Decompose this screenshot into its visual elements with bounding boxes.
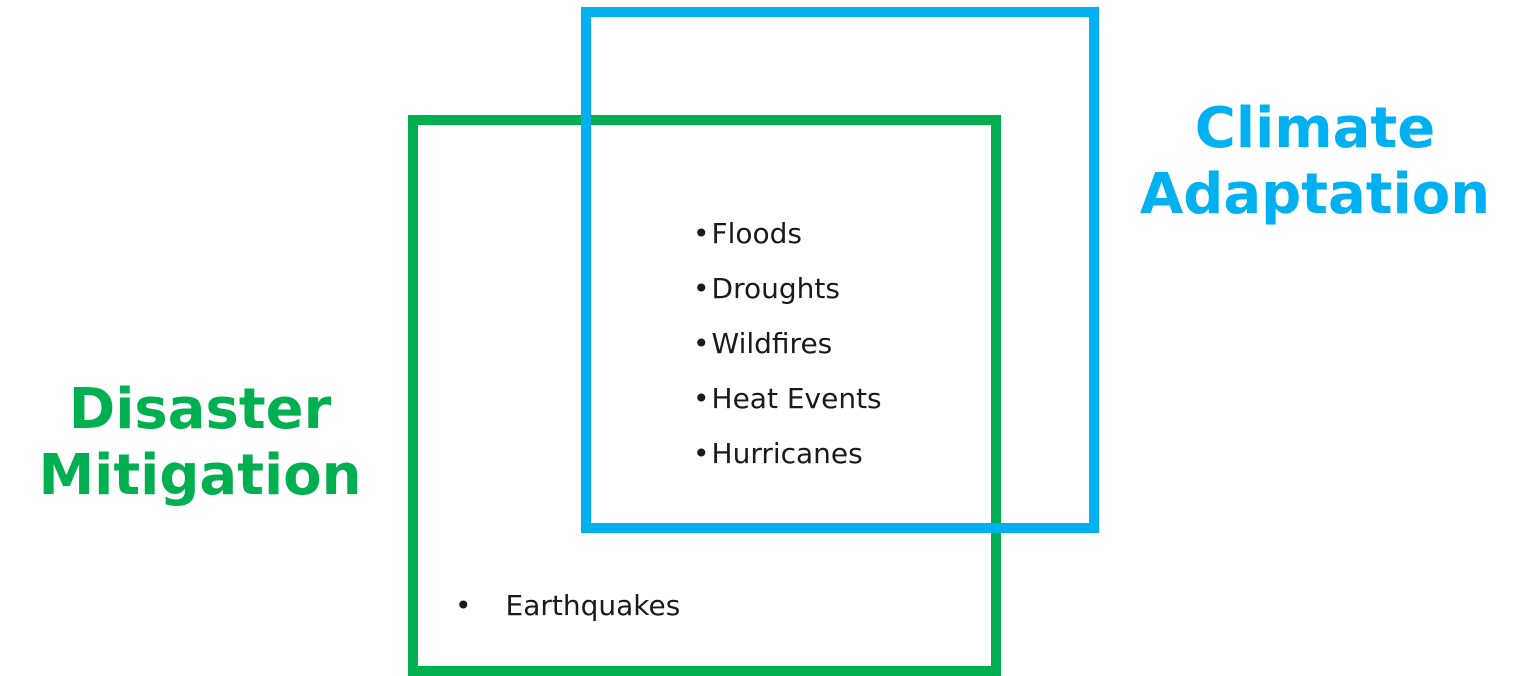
hazard-heat-events: Heat Events <box>711 382 882 415</box>
overlap-hazard-list: •Floods •Droughts •Wildfires •Heat Event… <box>693 206 882 481</box>
bullet: • <box>693 437 710 470</box>
hazard-earthquakes: Earthquakes <box>505 589 681 622</box>
list-item: •Heat Events <box>693 371 882 426</box>
climate-adaptation-label-line-1: Climate <box>1194 96 1436 161</box>
bullet: • <box>693 382 710 415</box>
disaster-mitigation-box <box>408 115 1001 676</box>
disaster-mitigation-label-line-2: Mitigation <box>38 443 362 508</box>
bullet: • <box>455 589 472 622</box>
hazard-droughts: Droughts <box>711 272 840 305</box>
hazard-floods: Floods <box>711 217 803 250</box>
climate-adaptation-label-line-2: Adaptation <box>1139 162 1491 227</box>
list-item: •Floods <box>693 206 882 261</box>
disaster-mitigation-label: Disaster Mitigation <box>0 377 400 509</box>
bullet: • <box>693 327 710 360</box>
disaster-only-item: • Earthquakes <box>455 584 680 628</box>
bullet: • <box>693 272 710 305</box>
hazard-hurricanes: Hurricanes <box>711 437 863 470</box>
climate-adaptation-box <box>581 7 1099 533</box>
list-item: •Droughts <box>693 261 882 316</box>
bullet: • <box>693 217 710 250</box>
hazard-wildfires: Wildfires <box>711 327 833 360</box>
list-item: •Hurricanes <box>693 426 882 481</box>
disaster-mitigation-label-line-1: Disaster <box>68 377 332 442</box>
climate-adaptation-label: Climate Adaptation <box>1125 96 1505 228</box>
list-item: •Wildfires <box>693 316 882 371</box>
